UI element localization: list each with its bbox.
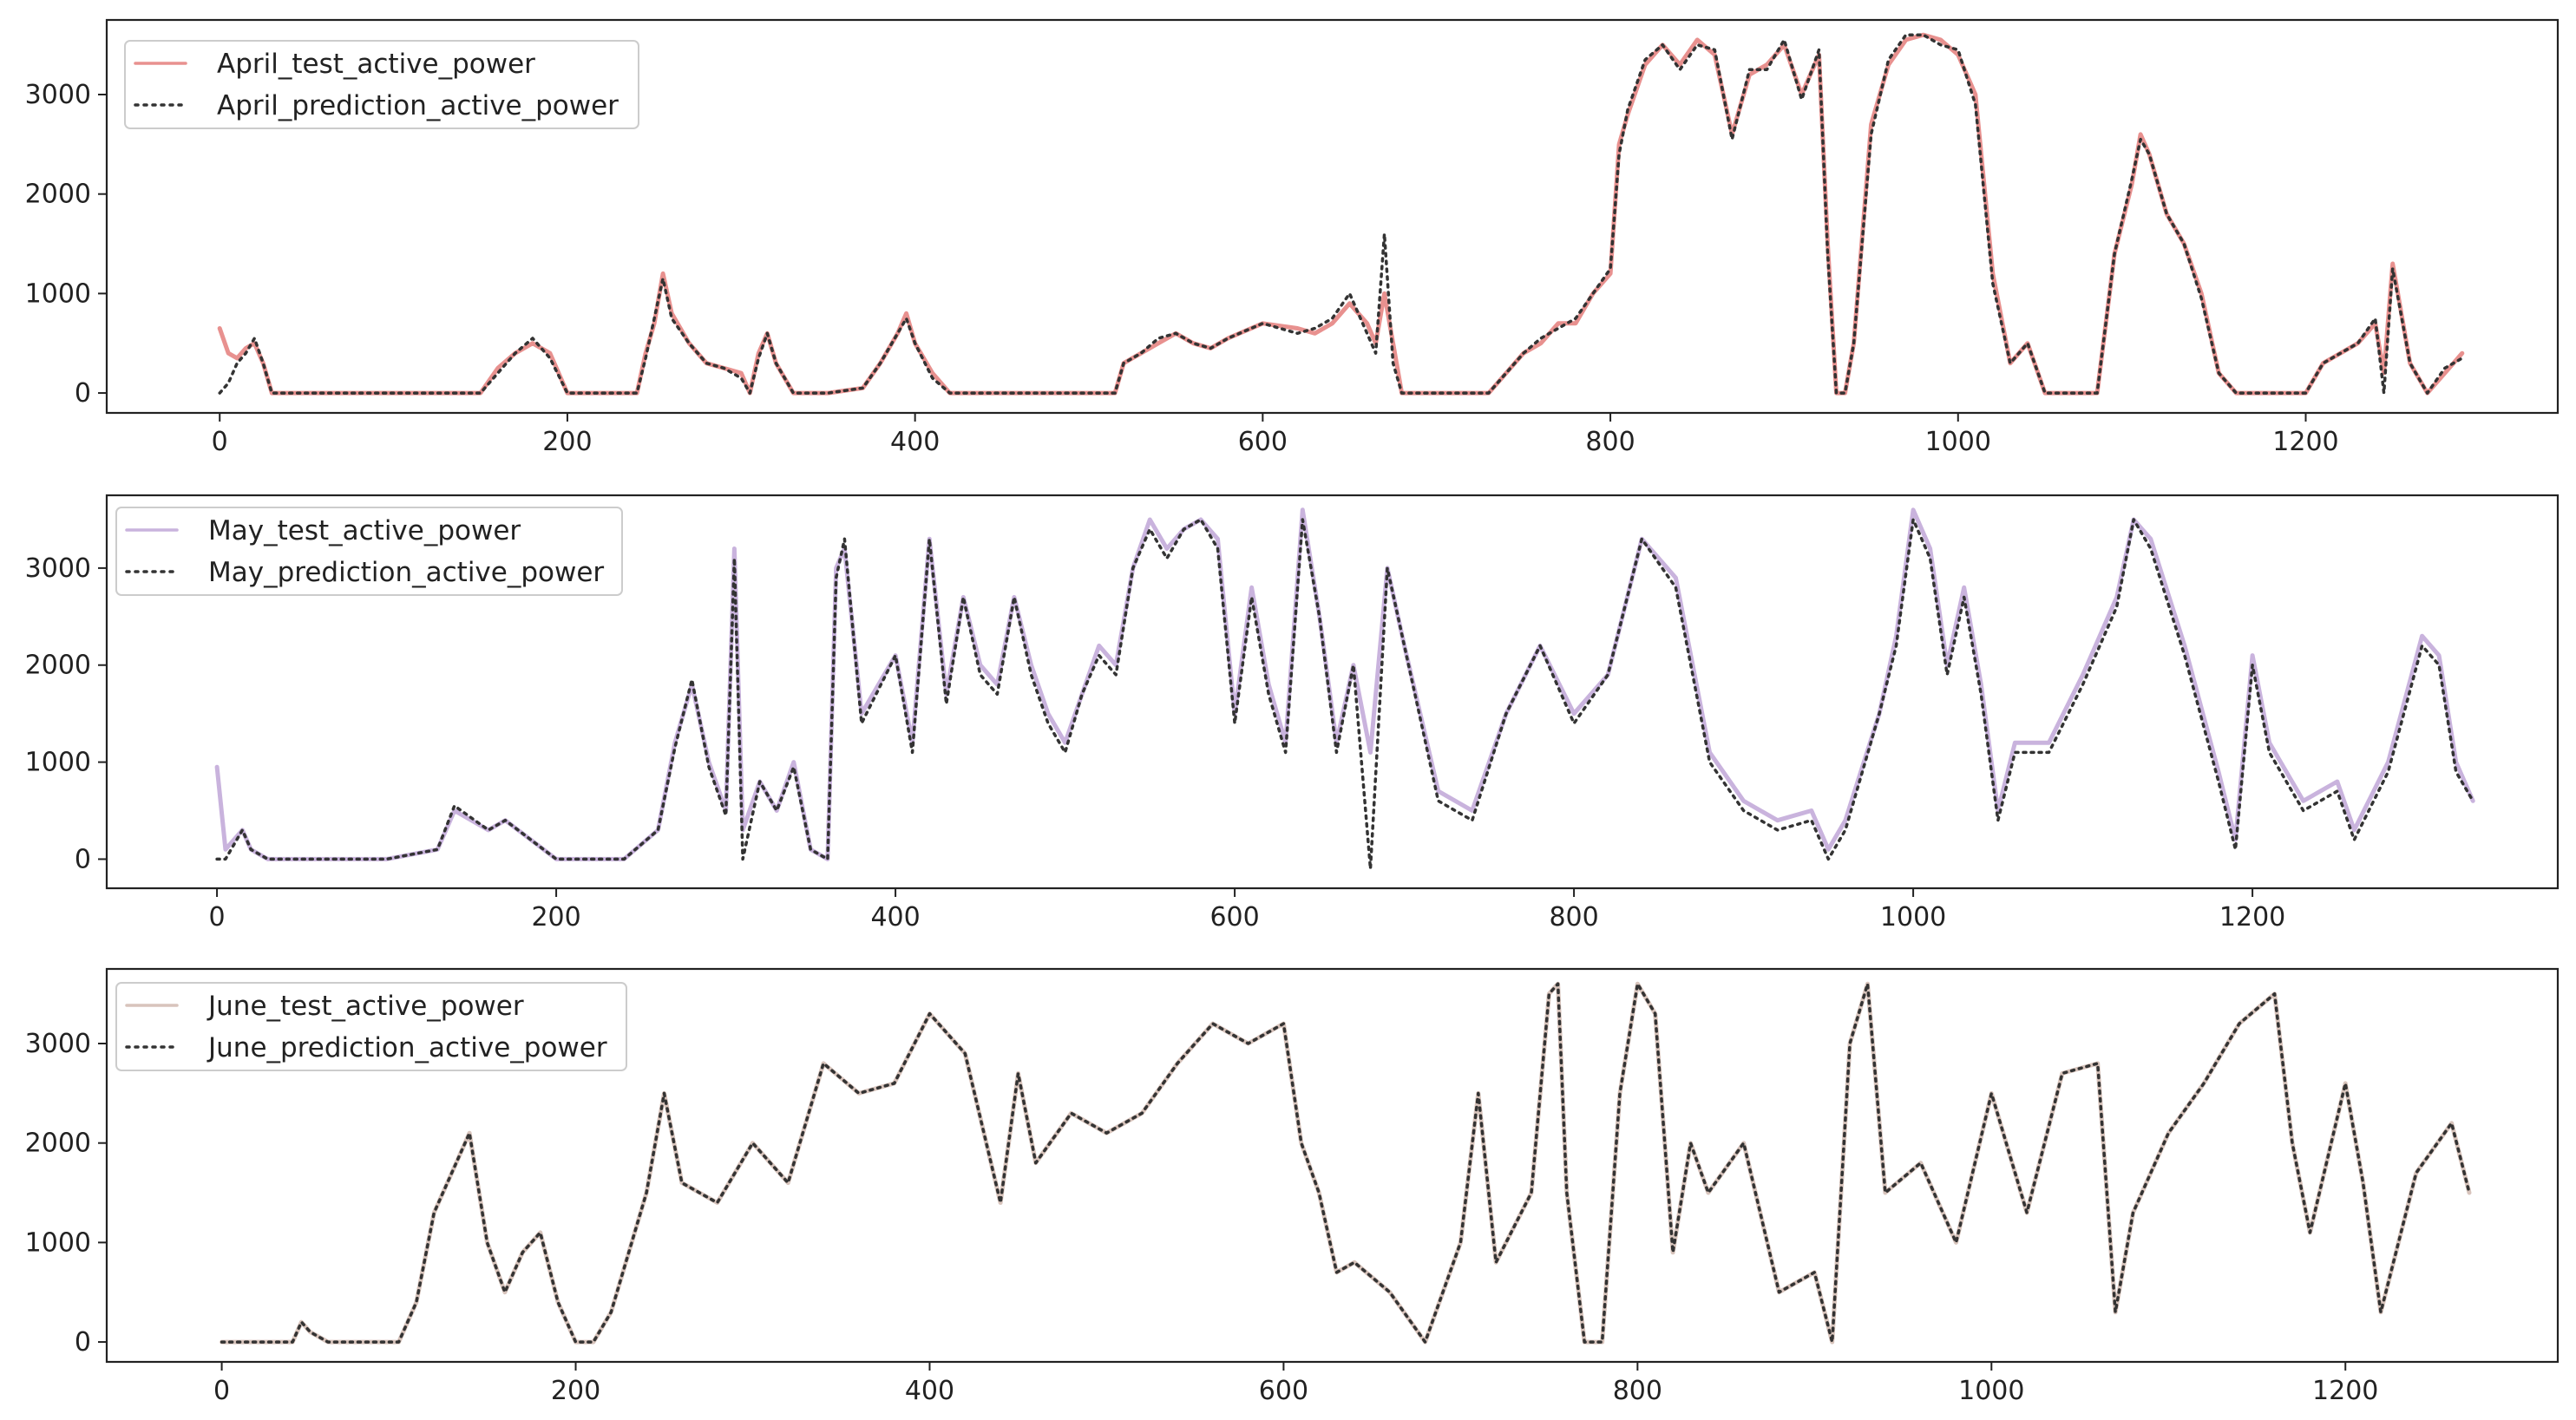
x-tick-label: 1000 [1958,1376,2024,1406]
x-tick-label: 1200 [2219,902,2285,932]
y-tick-label: 1000 [25,748,91,778]
legend: April_test_active_power April_prediction_… [124,40,639,129]
x-tick-label: 1000 [1880,902,1946,932]
legend-label: June_test_active_power [206,991,524,1022]
chart-panel-2: 0 200 400 600 800 1000 1200 0 1000 2000 3000 May_te… [25,494,2560,932]
x-tick-label: 0 [209,902,226,932]
series-line-prediction [220,982,2471,1344]
y-tick-label: 0 [75,378,91,409]
x-tick-label: 600 [1238,427,1288,457]
y-tick-label: 2000 [25,1129,91,1159]
series-line-prediction [218,33,2464,395]
x-tick-label: 200 [551,1376,600,1406]
axes-frame [105,494,2560,890]
y-tick-label: 3000 [25,1029,91,1059]
axes-frame [105,18,2560,415]
x-tick-label: 1200 [2312,1376,2378,1406]
legend-box [115,507,623,596]
x-tick-label: 400 [870,902,920,932]
y-tick-label: 2000 [25,180,91,210]
x-tick-label: 200 [531,902,580,932]
legend: June_test_active_power June_prediction_ac… [115,982,627,1071]
legend-box [124,40,639,129]
legend-label: June_prediction_active_power [206,1032,607,1063]
y-tick-label: 0 [75,844,91,874]
x-tick-label: 0 [213,1376,230,1406]
y-tick-label: 0 [75,1327,91,1358]
x-tick-label: 400 [890,427,940,457]
legend-box [115,982,627,1071]
chart-panel-3: 0 200 400 600 800 1000 1200 0 1000 2000 3000 June_t… [25,967,2560,1406]
y-tick-label: 1000 [25,1227,91,1258]
x-tick-label: 800 [1613,1376,1662,1406]
legend-label: April_prediction_active_power [217,90,619,121]
x-tick-label: 800 [1585,427,1635,457]
legend: May_test_active_power May_prediction_acti… [115,507,623,596]
y-tick-label: 3000 [25,80,91,110]
y-tick-label: 1000 [25,278,91,309]
x-tick-label: 800 [1549,902,1598,932]
x-tick-label: 600 [1259,1376,1308,1406]
y-tick-label: 2000 [25,651,91,681]
x-tick-label: 0 [212,427,228,457]
legend-label: April_test_active_power [217,49,535,80]
axes-frame [105,967,2560,1364]
legend-label: May_test_active_power [208,515,521,546]
chart-panel-1: 0 200 400 600 800 1000 1200 0 1000 2000 3000 April_… [25,18,2560,457]
x-tick-label: 1000 [1925,427,1991,457]
series-line-prediction [215,518,2474,871]
x-tick-label: 1200 [2272,427,2338,457]
legend-label: May_prediction_active_power [208,557,604,588]
y-tick-label: 3000 [25,553,91,584]
x-tick-label: 200 [542,427,592,457]
x-tick-label: 600 [1209,902,1259,932]
x-tick-label: 400 [905,1376,954,1406]
